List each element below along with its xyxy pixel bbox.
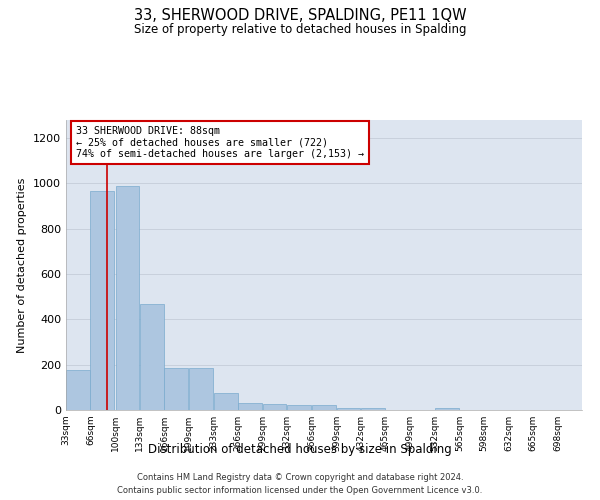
Bar [287,406,311,410]
Text: 33 SHERWOOD DRIVE: 88sqm
← 25% of detached houses are smaller (722)
74% of semi-: 33 SHERWOOD DRIVE: 88sqm ← 25% of detach… [76,126,364,159]
Text: Contains public sector information licensed under the Open Government Licence v3: Contains public sector information licen… [118,486,482,495]
Text: Size of property relative to detached houses in Spalding: Size of property relative to detached ho… [134,22,466,36]
Bar [435,408,458,410]
Bar [337,408,361,410]
Bar [116,186,139,410]
Text: Distribution of detached houses by size in Spalding: Distribution of detached houses by size … [148,442,452,456]
Bar [361,408,385,410]
Text: 33, SHERWOOD DRIVE, SPALDING, PE11 1QW: 33, SHERWOOD DRIVE, SPALDING, PE11 1QW [134,8,466,22]
Bar [238,403,262,410]
Bar [263,404,286,410]
Bar [140,304,164,410]
Bar [164,368,188,410]
Bar [66,370,90,410]
Bar [312,406,336,410]
Bar [91,192,114,410]
Y-axis label: Number of detached properties: Number of detached properties [17,178,28,352]
Bar [214,393,238,410]
Text: Contains HM Land Registry data © Crown copyright and database right 2024.: Contains HM Land Registry data © Crown c… [137,472,463,482]
Bar [189,368,212,410]
